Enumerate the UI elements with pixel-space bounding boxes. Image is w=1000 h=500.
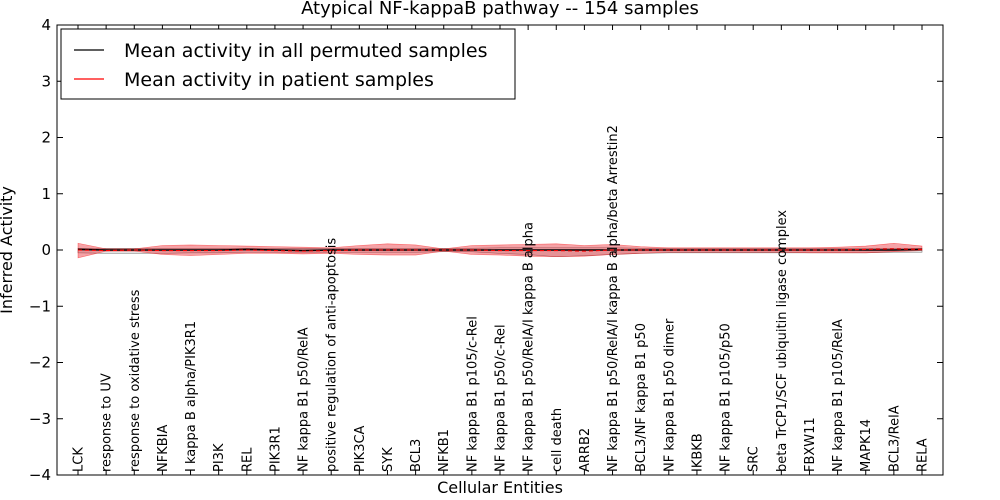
category-label: NFKB1 bbox=[437, 429, 452, 472]
category-label: NF kappa B1 p50/RelA/I kappa B alpha/bet… bbox=[606, 125, 621, 472]
category-label: SRC bbox=[747, 446, 762, 472]
category-label: REL bbox=[240, 447, 255, 472]
y-tick-label: −4 bbox=[29, 466, 51, 484]
category-label: PIK3R1 bbox=[268, 426, 283, 472]
category-label: LCK bbox=[72, 447, 87, 472]
y-tick-label: 4 bbox=[41, 16, 51, 34]
category-label: BCL3 bbox=[409, 439, 424, 472]
y-axis-label: Inferred Activity bbox=[0, 186, 16, 314]
y-tick-label: −1 bbox=[29, 297, 51, 315]
category-label: FBXW11 bbox=[803, 417, 818, 472]
category-label: NF kappa B1 p105/c-Rel bbox=[465, 316, 480, 472]
category-label: NF kappa B1 p105/RelA bbox=[831, 319, 846, 472]
y-tick-label: 2 bbox=[41, 129, 51, 147]
x-axis-label: Cellular Entities bbox=[437, 478, 563, 497]
y-tick-label: −2 bbox=[29, 354, 51, 372]
category-label: response to UV bbox=[100, 373, 115, 472]
category-label: NF kappa B1 p50/c-Rel bbox=[494, 324, 509, 472]
series-line-patient bbox=[77, 248, 923, 252]
legend: Mean activity in all permuted samples Me… bbox=[60, 28, 516, 100]
category-labels: LCK response to UV response to oxidative s… bbox=[72, 125, 931, 472]
category-label: beta TrCP1/SCF ubiquitin ligase complex bbox=[775, 210, 790, 472]
series-lines bbox=[77, 248, 923, 252]
category-label: SYK bbox=[381, 447, 396, 472]
category-label: NF kappa B1 p50/RelA/I kappa B alpha bbox=[522, 222, 537, 472]
plot-frame bbox=[56, 24, 944, 476]
category-label: BCL3/RelA bbox=[887, 405, 902, 472]
category-label: ARRB2 bbox=[578, 428, 593, 472]
category-label: PI3K bbox=[212, 443, 227, 472]
chart-title: Atypical NF-kappaB pathway -- 154 sample… bbox=[301, 0, 699, 19]
legend-entry-permuted: Mean activity in all permuted samples bbox=[124, 40, 487, 62]
category-label: I kappa B alpha/PIK3R1 bbox=[184, 321, 199, 472]
y-tick-label: 1 bbox=[41, 185, 51, 203]
category-label: NF kappa B1 p50 dimer bbox=[662, 318, 677, 472]
y-tick-label: 3 bbox=[41, 72, 51, 90]
y-axis-ticks: −4 −3 −2 −1 0 1 2 3 4 bbox=[29, 16, 943, 484]
y-tick-label: 0 bbox=[41, 241, 51, 259]
category-label: NFKBIA bbox=[156, 425, 171, 472]
x-axis-ticks bbox=[77, 25, 923, 475]
category-label: BCL3/NF kappa B1 p50 bbox=[634, 323, 649, 472]
category-label: cell death bbox=[550, 408, 565, 472]
category-label: PIK3CA bbox=[353, 425, 368, 472]
legend-box bbox=[60, 28, 516, 100]
y-tick-label: −3 bbox=[29, 410, 51, 428]
category-label: positive regulation of anti-apoptosis bbox=[325, 238, 340, 472]
legend-entry-patient: Mean activity in patient samples bbox=[124, 69, 434, 91]
category-label: response to oxidative stress bbox=[128, 289, 143, 472]
category-label: MAPK14 bbox=[859, 419, 874, 472]
category-label: NF kappa B1 p105/p50 bbox=[719, 323, 734, 472]
category-label: IKBKB bbox=[690, 433, 705, 472]
category-label: NF kappa B1 p50/RelA bbox=[297, 327, 312, 472]
category-label: RELA bbox=[916, 438, 931, 472]
